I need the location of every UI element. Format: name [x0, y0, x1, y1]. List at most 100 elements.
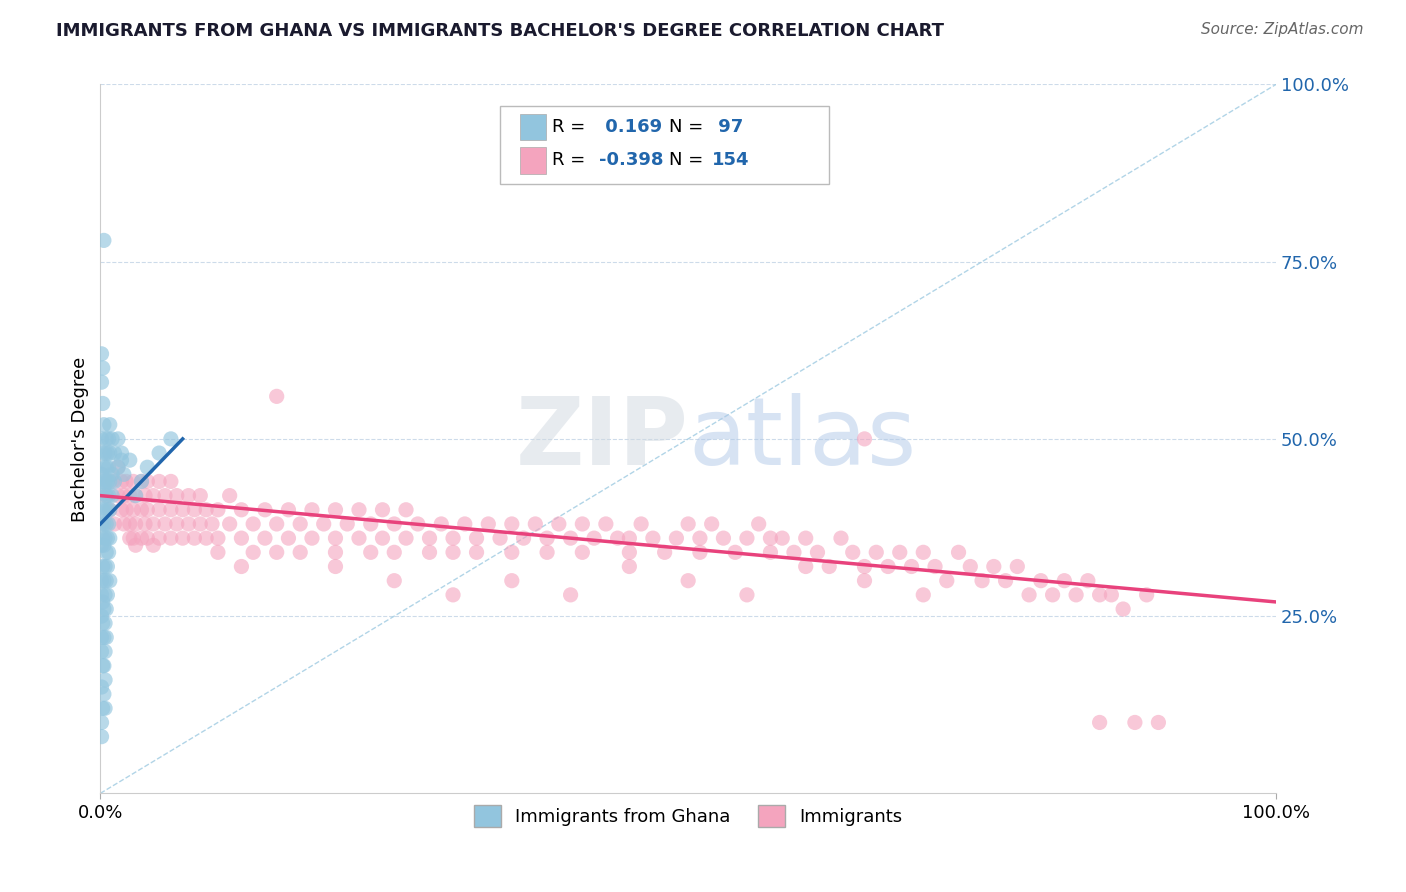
Point	[395, 531, 418, 545]
Point	[183, 503, 205, 517]
Point	[96, 559, 118, 574]
Point	[96, 432, 118, 446]
Point	[124, 489, 146, 503]
Point	[96, 531, 118, 545]
Point	[218, 489, 240, 503]
Text: N =: N =	[669, 118, 710, 136]
Point	[536, 531, 558, 545]
Point	[110, 446, 132, 460]
Point	[806, 545, 828, 559]
Point	[441, 545, 464, 559]
Point	[748, 516, 770, 531]
Point	[853, 432, 876, 446]
Point	[98, 417, 121, 432]
Point	[97, 489, 120, 503]
Point	[98, 503, 121, 517]
Point	[889, 545, 911, 559]
Point	[91, 361, 114, 376]
Point	[107, 460, 129, 475]
Point	[96, 545, 118, 559]
Point	[90, 516, 112, 531]
Point	[142, 516, 165, 531]
Point	[94, 616, 117, 631]
Point	[93, 631, 115, 645]
Point	[301, 503, 323, 517]
Point	[201, 516, 224, 531]
Point	[94, 701, 117, 715]
Point	[90, 644, 112, 658]
Point	[900, 559, 922, 574]
Point	[118, 453, 141, 467]
Point	[301, 531, 323, 545]
Point	[131, 503, 153, 517]
Point	[101, 467, 124, 482]
Point	[794, 559, 817, 574]
Point	[94, 503, 117, 517]
Point	[676, 574, 699, 588]
Point	[465, 531, 488, 545]
Point	[360, 545, 382, 559]
Point	[103, 516, 125, 531]
Point	[148, 475, 170, 489]
Point	[96, 588, 118, 602]
Point	[90, 730, 112, 744]
Point	[177, 489, 200, 503]
Point	[877, 559, 900, 574]
Legend: Immigrants from Ghana, Immigrants: Immigrants from Ghana, Immigrants	[467, 797, 910, 834]
Point	[172, 531, 194, 545]
Point	[783, 545, 806, 559]
Point	[924, 559, 946, 574]
Point	[91, 701, 114, 715]
Point	[91, 475, 114, 489]
Point	[124, 489, 146, 503]
Point	[96, 446, 118, 460]
Point	[501, 545, 523, 559]
Point	[96, 574, 118, 588]
Point	[231, 559, 253, 574]
Point	[91, 531, 114, 545]
Point	[91, 446, 114, 460]
Point	[418, 531, 440, 545]
Point	[465, 545, 488, 559]
Point	[207, 531, 229, 545]
Point	[98, 446, 121, 460]
Point	[142, 489, 165, 503]
Point	[94, 559, 117, 574]
Point	[136, 531, 159, 545]
Point	[91, 396, 114, 410]
Point	[110, 453, 132, 467]
Point	[290, 545, 312, 559]
Point	[91, 616, 114, 631]
Text: -0.398: -0.398	[599, 152, 664, 169]
Point	[382, 516, 405, 531]
Point	[606, 531, 628, 545]
Point	[630, 516, 652, 531]
Point	[96, 631, 118, 645]
Point	[818, 559, 841, 574]
Point	[713, 531, 735, 545]
Point	[93, 417, 115, 432]
Point	[207, 545, 229, 559]
Point	[536, 545, 558, 559]
Point	[153, 516, 176, 531]
Point	[98, 475, 121, 489]
Point	[512, 531, 534, 545]
Point	[242, 516, 264, 531]
Point	[107, 489, 129, 503]
Point	[1088, 588, 1111, 602]
Point	[724, 545, 747, 559]
Point	[912, 545, 935, 559]
Point	[97, 460, 120, 475]
Point	[501, 516, 523, 531]
Point	[794, 531, 817, 545]
Point	[118, 516, 141, 531]
Point	[93, 538, 115, 552]
Point	[336, 516, 359, 531]
Point	[912, 588, 935, 602]
Point	[134, 489, 156, 503]
Point	[1123, 715, 1146, 730]
Point	[118, 531, 141, 545]
Point	[830, 531, 852, 545]
Point	[112, 467, 135, 482]
Point	[959, 559, 981, 574]
